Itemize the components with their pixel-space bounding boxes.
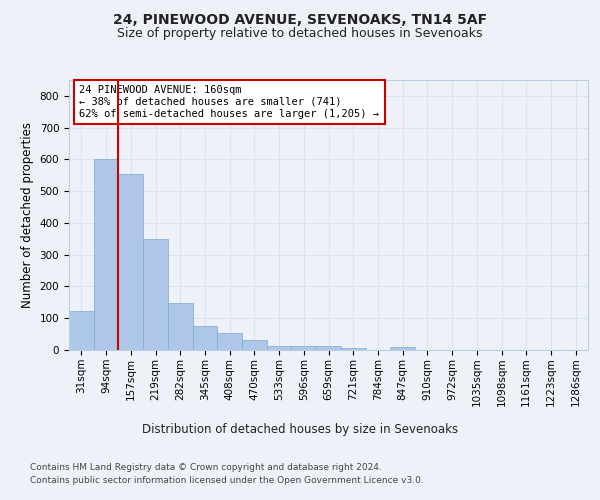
Bar xyxy=(292,346,316,350)
Text: 24 PINEWOOD AVENUE: 160sqm
← 38% of detached houses are smaller (741)
62% of sem: 24 PINEWOOD AVENUE: 160sqm ← 38% of deta… xyxy=(79,86,379,118)
Bar xyxy=(69,311,94,350)
Text: Size of property relative to detached houses in Sevenoaks: Size of property relative to detached ho… xyxy=(117,28,483,40)
Bar xyxy=(390,348,415,350)
Bar xyxy=(316,346,341,350)
Bar xyxy=(341,348,365,350)
Text: 24, PINEWOOD AVENUE, SEVENOAKS, TN14 5AF: 24, PINEWOOD AVENUE, SEVENOAKS, TN14 5AF xyxy=(113,12,487,26)
Text: Distribution of detached houses by size in Sevenoaks: Distribution of detached houses by size … xyxy=(142,422,458,436)
Y-axis label: Number of detached properties: Number of detached properties xyxy=(21,122,34,308)
Bar xyxy=(94,159,118,350)
Bar xyxy=(217,332,242,350)
Bar xyxy=(242,340,267,350)
Bar xyxy=(143,240,168,350)
Text: Contains public sector information licensed under the Open Government Licence v3: Contains public sector information licen… xyxy=(30,476,424,485)
Bar xyxy=(118,174,143,350)
Bar xyxy=(193,326,217,350)
Text: Contains HM Land Registry data © Crown copyright and database right 2024.: Contains HM Land Registry data © Crown c… xyxy=(30,462,382,471)
Bar xyxy=(168,303,193,350)
Bar xyxy=(267,346,292,350)
